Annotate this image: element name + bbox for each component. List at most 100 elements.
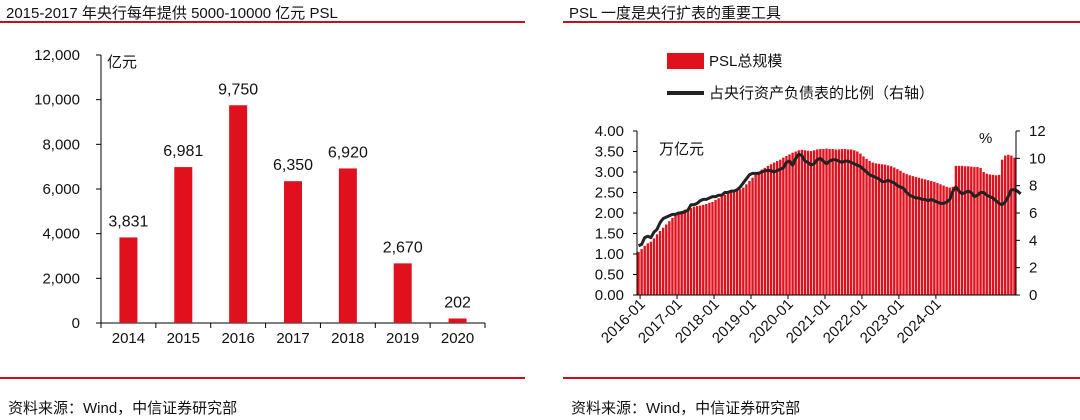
psl-bar bbox=[739, 189, 742, 295]
left-y-tick-label: 4.00 bbox=[595, 123, 624, 140]
psl-bar bbox=[905, 174, 908, 295]
psl-bar bbox=[843, 149, 847, 295]
psl-bar bbox=[708, 202, 711, 295]
bar-2016 bbox=[229, 105, 248, 323]
right-chart-title: PSL 一度是央行扩表的重要工具 bbox=[569, 5, 781, 22]
psl-bar bbox=[686, 208, 690, 295]
psl-bar bbox=[1000, 159, 1004, 295]
left-y-tick-label: 2.50 bbox=[595, 185, 624, 202]
psl-bar bbox=[926, 180, 930, 295]
psl-bar bbox=[788, 154, 791, 295]
psl-bar bbox=[967, 166, 970, 295]
psl-bar bbox=[729, 192, 733, 295]
right-y-tick-label: 8 bbox=[1029, 178, 1037, 195]
right-chart-panel: PSL 一度是央行扩表的重要工具 0.00 0.50 1.00 1.50 2.00 2.5… bbox=[563, 0, 1080, 420]
bar-2015 bbox=[174, 167, 193, 323]
psl-bar bbox=[911, 176, 914, 295]
y-tick-label: 10,000 bbox=[34, 92, 80, 109]
legend-label-line: 占央行资产负债表的比例（右轴） bbox=[709, 85, 934, 102]
psl-bar bbox=[745, 184, 748, 295]
psl-bar bbox=[671, 217, 674, 295]
psl-bar bbox=[954, 165, 958, 295]
psl-bar bbox=[662, 227, 665, 295]
bar-2014 bbox=[119, 237, 138, 323]
psl-bar bbox=[1007, 154, 1010, 295]
psl-bar bbox=[692, 206, 696, 295]
x-tick-label: 2015 bbox=[167, 330, 200, 347]
psl-bar bbox=[920, 178, 924, 295]
right-y-tick-label: 0 bbox=[1029, 287, 1037, 304]
psl-bar bbox=[979, 167, 982, 295]
psl-bar bbox=[665, 224, 668, 295]
psl-bar bbox=[748, 181, 751, 295]
psl-bar bbox=[991, 174, 995, 295]
psl-bar bbox=[963, 166, 967, 295]
x-tick-label: 2016 bbox=[221, 330, 254, 347]
psl-bar bbox=[683, 209, 686, 295]
y-tick-label: 6,000 bbox=[42, 181, 80, 198]
psl-bar bbox=[1010, 155, 1013, 295]
psl-bar bbox=[751, 177, 754, 295]
psl-bar bbox=[856, 151, 859, 295]
psl-bar bbox=[840, 149, 844, 295]
psl-bar bbox=[859, 153, 862, 295]
left-unit-label: 万亿元 bbox=[659, 141, 704, 158]
psl-bar bbox=[760, 169, 763, 295]
left-y-tick-label: 2.00 bbox=[595, 205, 624, 222]
psl-bar bbox=[766, 165, 770, 295]
psl-bar bbox=[702, 204, 705, 295]
psl-bar bbox=[655, 234, 659, 295]
psl-bar bbox=[880, 164, 884, 295]
ratio-line bbox=[637, 152, 1022, 248]
psl-bar bbox=[646, 243, 649, 295]
y-tick-label: 4,000 bbox=[42, 226, 80, 243]
left-bar-chart: 0 2,000 4,000 6,000 8,000 10,000 12,000 亿元 3,831… bbox=[34, 47, 486, 347]
psl-bar bbox=[825, 148, 828, 295]
psl-bar bbox=[923, 179, 927, 295]
y-tick-label: 2,000 bbox=[42, 270, 80, 287]
data-label-2019: 2,670 bbox=[383, 239, 423, 256]
psl-bar bbox=[930, 181, 933, 295]
psl-bar bbox=[809, 151, 813, 295]
psl-bar bbox=[640, 249, 643, 295]
psl-bar bbox=[763, 167, 767, 295]
psl-bar bbox=[831, 149, 834, 295]
psl-bar bbox=[837, 149, 841, 295]
psl-bar bbox=[698, 205, 702, 295]
psl-bar bbox=[1013, 157, 1016, 295]
psl-bar bbox=[865, 158, 868, 295]
psl-bar bbox=[997, 174, 1001, 295]
psl-bar bbox=[988, 174, 991, 295]
data-label-2018: 6,920 bbox=[328, 144, 368, 161]
psl-bar bbox=[945, 186, 948, 295]
psl-bar bbox=[769, 164, 773, 295]
y-tick-label: 12,000 bbox=[34, 47, 80, 64]
x-tick-label: 2018 bbox=[331, 330, 364, 347]
bar-2017 bbox=[284, 181, 302, 323]
psl-bar bbox=[942, 185, 945, 295]
psl-bar bbox=[677, 212, 680, 295]
psl-bar bbox=[757, 171, 760, 295]
data-label-2014: 3,831 bbox=[108, 213, 148, 230]
psl-bar bbox=[658, 231, 662, 295]
psl-bar bbox=[985, 173, 988, 295]
psl-bar bbox=[723, 194, 727, 295]
left-y-tick-label: 1.00 bbox=[595, 246, 624, 263]
psl-bar bbox=[812, 150, 816, 295]
right-y-tick-label: 2 bbox=[1029, 260, 1037, 277]
psl-bar bbox=[754, 174, 757, 295]
psl-bar bbox=[976, 167, 979, 295]
psl-bar bbox=[896, 169, 899, 295]
right-title-rule bbox=[563, 21, 1080, 23]
psl-bar bbox=[689, 208, 693, 295]
psl-bar bbox=[674, 214, 677, 295]
left-y-tick-label: 1.50 bbox=[595, 226, 624, 243]
psl-bar bbox=[862, 156, 865, 295]
psl-bar bbox=[936, 183, 939, 295]
psl-bar bbox=[853, 150, 856, 295]
psl-bar bbox=[871, 162, 874, 295]
psl-bar bbox=[973, 167, 976, 295]
psl-bar bbox=[828, 149, 831, 295]
psl-bar bbox=[782, 157, 785, 295]
data-label-2016: 9,750 bbox=[218, 81, 258, 98]
